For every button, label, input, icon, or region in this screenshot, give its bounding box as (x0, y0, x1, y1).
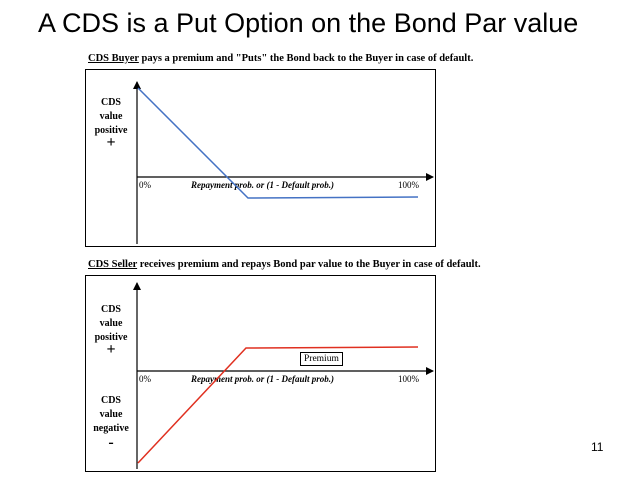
seller-negative-line1: CDS (100, 395, 121, 406)
buyer-positive-sign: + (106, 134, 116, 151)
seller-negative-sign: - (108, 434, 114, 451)
seller-positive-sign: + (106, 341, 116, 358)
buyer-tick-start: 0% (139, 180, 151, 190)
buyer-x-axis-label: Repayment prob. or (1 - Default prob.) (191, 180, 334, 190)
page-number: 11 (591, 440, 604, 454)
buyer-payoff-line (137, 87, 419, 199)
seller-x-axis-label: Repayment prob. or (1 - Default prob.) (191, 374, 334, 384)
seller-tick-end: 100% (398, 374, 419, 384)
seller-negative-line3: negative (93, 423, 129, 434)
seller-tick-start: 0% (139, 374, 151, 384)
buyer-diagram-panel (85, 69, 436, 247)
seller-diagram-panel (85, 275, 436, 472)
seller-positive-line1: CDS (100, 304, 121, 315)
seller-caption: CDS Seller receives premium and repays B… (88, 259, 481, 270)
buyer-value-label: CDS value positive (86, 96, 136, 138)
buyer-tick-end: 100% (398, 180, 419, 190)
buyer-caption: CDS Buyer pays a premium and "Puts" the … (88, 53, 473, 64)
buyer-value-label-line1: CDS (100, 97, 121, 108)
buyer-value-label-line3: positive (94, 125, 128, 136)
seller-caption-rest: receives premium and repays Bond par val… (137, 259, 481, 270)
seller-positive-line3: positive (94, 332, 128, 343)
seller-caption-underlined: CDS Seller (88, 259, 138, 270)
slide-title: A CDS is a Put Option on the Bond Par va… (38, 8, 579, 38)
seller-positive-label: CDS value positive (86, 303, 136, 345)
seller-positive-line2: value (99, 318, 123, 329)
buyer-caption-rest: pays a premium and "Puts" the Bond back … (138, 53, 474, 64)
premium-label: Premium (300, 352, 343, 366)
seller-negative-line2: value (99, 409, 123, 420)
seller-payoff-line (137, 346, 419, 464)
seller-negative-label: CDS value negative (86, 394, 136, 436)
buyer-value-label-line2: value (99, 111, 123, 122)
buyer-caption-underlined: CDS Buyer (88, 53, 139, 64)
